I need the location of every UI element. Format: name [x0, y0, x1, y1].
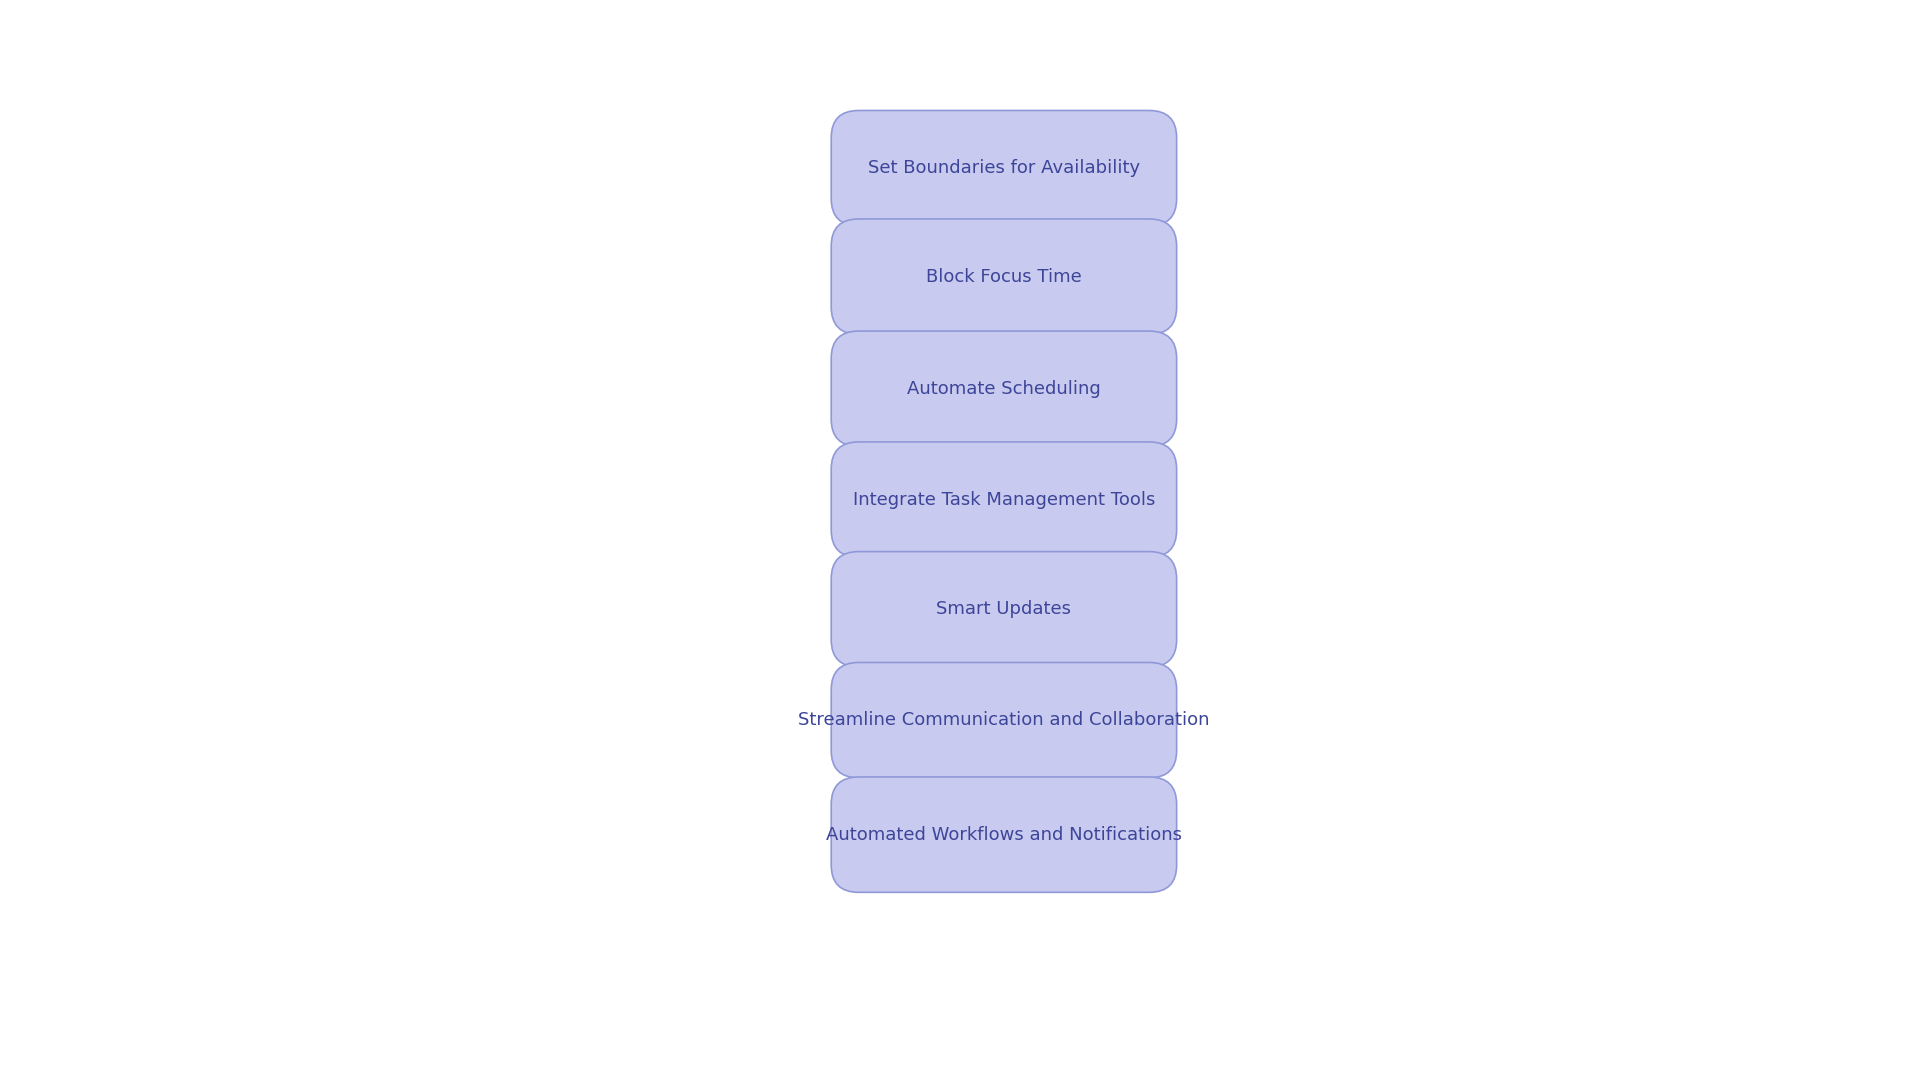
FancyBboxPatch shape — [831, 442, 1177, 557]
Text: Streamline Communication and Collaboration: Streamline Communication and Collaborati… — [799, 711, 1210, 729]
FancyBboxPatch shape — [831, 332, 1177, 446]
FancyBboxPatch shape — [831, 552, 1177, 667]
Text: Automated Workflows and Notifications: Automated Workflows and Notifications — [826, 825, 1183, 843]
FancyBboxPatch shape — [831, 110, 1177, 226]
Text: Automate Scheduling: Automate Scheduling — [906, 380, 1100, 397]
FancyBboxPatch shape — [831, 662, 1177, 778]
Text: Block Focus Time: Block Focus Time — [925, 268, 1081, 285]
FancyBboxPatch shape — [831, 219, 1177, 335]
FancyBboxPatch shape — [831, 777, 1177, 892]
Text: Set Boundaries for Availability: Set Boundaries for Availability — [868, 159, 1140, 177]
Text: Integrate Task Management Tools: Integrate Task Management Tools — [852, 490, 1156, 509]
Text: Smart Updates: Smart Updates — [937, 600, 1071, 618]
